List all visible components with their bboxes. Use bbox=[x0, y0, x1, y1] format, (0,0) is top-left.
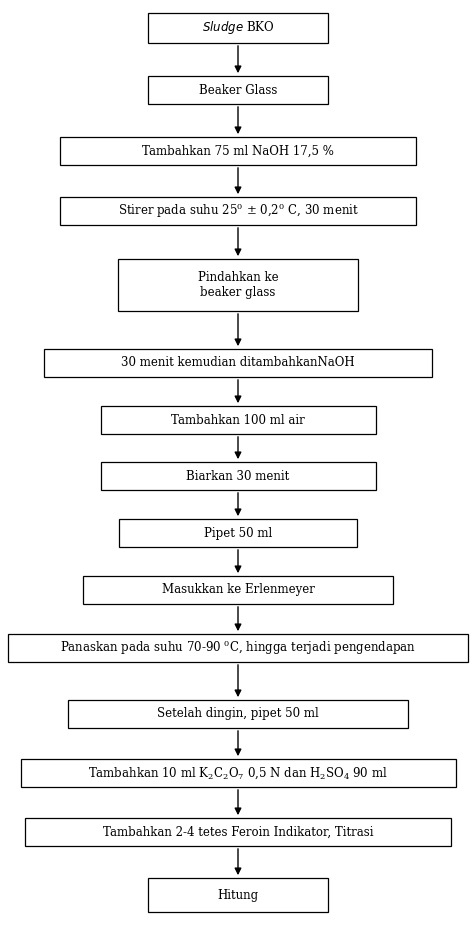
Text: Setelah dingin, pipet 50 ml: Setelah dingin, pipet 50 ml bbox=[157, 707, 319, 720]
Text: Stirer pada suhu 25$^{\mathregular{0}}$ ± 0,2$^{\mathregular{0}}$ C, 30 menit: Stirer pada suhu 25$^{\mathregular{0}}$ … bbox=[118, 201, 358, 221]
FancyBboxPatch shape bbox=[148, 13, 328, 43]
Text: Pindahkan ke
beaker glass: Pindahkan ke beaker glass bbox=[198, 271, 278, 299]
Text: Hitung: Hitung bbox=[218, 888, 258, 901]
Text: Pipet 50 ml: Pipet 50 ml bbox=[204, 527, 272, 540]
Text: 30 menit kemudian ditambahkanNaOH: 30 menit kemudian ditambahkanNaOH bbox=[121, 357, 355, 369]
FancyBboxPatch shape bbox=[25, 818, 451, 846]
Text: Panaskan pada suhu 70-90 $^{\mathregular{0}}$C, hingga terjadi pengendapan: Panaskan pada suhu 70-90 $^{\mathregular… bbox=[60, 638, 416, 657]
Text: $\mathit{Sludge}$ BKO: $\mathit{Sludge}$ BKO bbox=[202, 20, 274, 36]
Text: Tambahkan 100 ml air: Tambahkan 100 ml air bbox=[171, 414, 305, 427]
FancyBboxPatch shape bbox=[119, 519, 357, 547]
FancyBboxPatch shape bbox=[100, 406, 376, 434]
Text: Tambahkan 10 ml K$_{\mathregular{2}}$C$_{\mathregular{2}}$O$_{\mathregular{7}}$ : Tambahkan 10 ml K$_{\mathregular{2}}$C$_… bbox=[88, 765, 388, 781]
FancyBboxPatch shape bbox=[60, 137, 416, 165]
FancyBboxPatch shape bbox=[20, 759, 456, 787]
FancyBboxPatch shape bbox=[118, 259, 358, 311]
Text: Tambahkan 2-4 tetes Feroin Indikator, Titrasi: Tambahkan 2-4 tetes Feroin Indikator, Ti… bbox=[103, 826, 373, 839]
FancyBboxPatch shape bbox=[60, 197, 416, 225]
FancyBboxPatch shape bbox=[148, 76, 328, 104]
Text: Beaker Glass: Beaker Glass bbox=[199, 84, 277, 97]
Text: Tambahkan 75 ml NaOH 17,5 %: Tambahkan 75 ml NaOH 17,5 % bbox=[142, 144, 334, 158]
FancyBboxPatch shape bbox=[44, 349, 432, 377]
FancyBboxPatch shape bbox=[148, 878, 328, 912]
FancyBboxPatch shape bbox=[100, 462, 376, 490]
FancyBboxPatch shape bbox=[83, 576, 393, 604]
FancyBboxPatch shape bbox=[8, 634, 468, 662]
FancyBboxPatch shape bbox=[68, 700, 408, 728]
Text: Biarkan 30 menit: Biarkan 30 menit bbox=[187, 470, 289, 483]
Text: Masukkan ke Erlenmeyer: Masukkan ke Erlenmeyer bbox=[161, 583, 315, 596]
